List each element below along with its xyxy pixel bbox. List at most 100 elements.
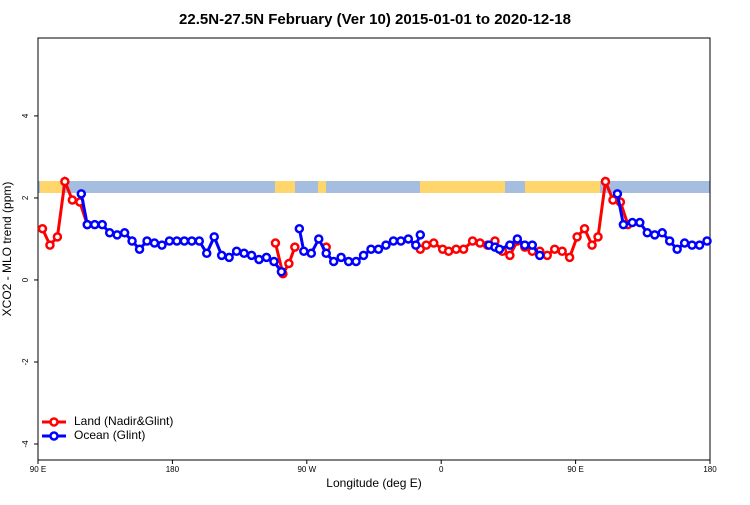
- legend-label: Ocean (Glint): [74, 428, 145, 442]
- data-point: [239, 248, 249, 259]
- data-point: [396, 236, 406, 246]
- data-point: [97, 219, 107, 230]
- data-point: [542, 250, 552, 261]
- data-point: [388, 236, 399, 246]
- data-point: [187, 236, 197, 246]
- data-point: [428, 238, 439, 248]
- data-point: [343, 256, 354, 267]
- land-ocean-strip: [38, 181, 710, 193]
- plot-frame: [37, 37, 711, 461]
- x-tick-label: 0: [439, 465, 444, 474]
- y-tick-label: 4: [21, 113, 30, 118]
- data-point: [299, 246, 309, 257]
- data-point: [60, 176, 70, 187]
- data-point: [127, 236, 137, 246]
- data-point: [164, 236, 175, 246]
- data-point: [579, 223, 590, 234]
- data-point: [89, 219, 100, 230]
- x-axis-label: Longitude (deg E): [326, 476, 421, 490]
- data-point: [593, 232, 603, 242]
- data-point: [142, 236, 152, 246]
- data-point: [67, 195, 78, 205]
- data-point: [209, 232, 219, 242]
- x-tick-label: 180: [703, 465, 717, 474]
- legend-marker: [49, 417, 59, 427]
- data-point: [216, 250, 227, 261]
- data-point: [328, 256, 339, 267]
- data-point: [612, 189, 623, 199]
- data-point: [443, 246, 454, 257]
- data-point: [37, 223, 48, 234]
- x-tick-label: 90 E: [30, 465, 46, 474]
- data-point: [618, 219, 629, 230]
- data-point: [587, 240, 597, 250]
- data-point: [520, 240, 530, 250]
- data-point: [381, 240, 391, 250]
- data-point: [104, 228, 115, 238]
- data-point: [157, 240, 167, 250]
- data-point: [627, 217, 638, 228]
- data-point: [635, 217, 645, 228]
- x-tick-label: 180: [166, 465, 180, 474]
- data-point: [194, 236, 205, 246]
- y-tick-label: 2: [21, 195, 30, 200]
- data-point: [366, 244, 376, 254]
- data-point: [76, 189, 87, 199]
- data-point: [458, 244, 469, 254]
- x-tick-label: 90 W: [297, 465, 316, 474]
- data-point: [642, 228, 653, 238]
- data-point: [321, 248, 331, 259]
- data-point: [535, 250, 545, 261]
- data-point: [403, 234, 414, 244]
- data-point: [512, 234, 523, 244]
- chart-title: 22.5N-27.5N February (Ver 10) 2015-01-01…: [179, 11, 571, 28]
- data-point: [451, 244, 461, 254]
- data-point: [600, 176, 611, 187]
- y-tick-label: 0: [21, 277, 30, 282]
- data-point: [336, 252, 346, 263]
- data-point: [276, 267, 287, 277]
- data-point: [82, 219, 93, 230]
- data-point: [527, 240, 538, 250]
- data-point: [119, 228, 130, 238]
- data-point: [557, 246, 567, 257]
- data-point: [284, 258, 294, 269]
- legend-marker: [49, 431, 59, 441]
- data-point: [270, 238, 281, 248]
- data-point: [254, 254, 264, 265]
- data-point: [679, 238, 690, 248]
- data-point: [505, 240, 515, 250]
- data-point: [664, 236, 675, 246]
- data-point: [421, 240, 432, 250]
- data-point: [415, 230, 426, 240]
- data-point: [505, 250, 515, 261]
- data-point: [261, 252, 272, 263]
- x-tick-label: 90 E: [567, 465, 583, 474]
- data-point: [358, 250, 369, 261]
- data-point: [179, 236, 190, 246]
- y-tick-label: -2: [21, 358, 30, 366]
- data-point: [351, 256, 361, 267]
- data-point: [231, 246, 242, 257]
- data-point: [657, 228, 667, 238]
- data-point: [306, 248, 317, 259]
- data-point: [45, 240, 55, 250]
- data-point: [467, 236, 478, 246]
- y-tick-label: -4: [21, 440, 30, 448]
- data-point: [224, 252, 234, 263]
- data-point: [134, 244, 145, 254]
- data-point: [172, 236, 182, 246]
- data-point: [672, 244, 682, 254]
- data-point: [294, 223, 305, 234]
- data-point: [411, 240, 421, 250]
- data-point: [201, 248, 212, 259]
- data-point: [649, 230, 660, 240]
- data-point: [52, 232, 63, 242]
- data-point: [149, 238, 160, 248]
- data-point: [702, 236, 712, 246]
- data-point: [246, 250, 257, 261]
- data-point: [269, 256, 279, 267]
- data-point: [694, 240, 705, 250]
- data-point: [313, 234, 324, 244]
